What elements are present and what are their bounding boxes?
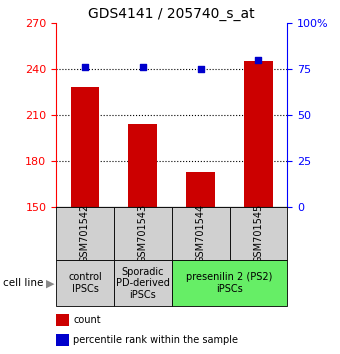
- Text: presenilin 2 (PS2)
iPSCs: presenilin 2 (PS2) iPSCs: [186, 272, 273, 294]
- Bar: [172, 207, 230, 260]
- Bar: [244, 61, 273, 207]
- Bar: [56, 207, 114, 260]
- Bar: [172, 260, 287, 306]
- Text: GSM701545: GSM701545: [253, 204, 264, 263]
- Bar: [56, 260, 114, 306]
- Point: [198, 66, 203, 72]
- Bar: [114, 260, 172, 306]
- Text: GSM701542: GSM701542: [80, 204, 90, 263]
- Text: control
IPSCs: control IPSCs: [68, 272, 102, 294]
- Point: [82, 64, 88, 70]
- Title: GDS4141 / 205740_s_at: GDS4141 / 205740_s_at: [88, 7, 255, 21]
- Text: GSM701543: GSM701543: [138, 204, 148, 263]
- Text: percentile rank within the sample: percentile rank within the sample: [73, 335, 238, 345]
- Text: GSM701544: GSM701544: [195, 204, 206, 263]
- Bar: [186, 172, 215, 207]
- Text: ▶: ▶: [46, 278, 54, 288]
- Text: cell line: cell line: [3, 278, 44, 288]
- Text: Sporadic
PD-derived
iPSCs: Sporadic PD-derived iPSCs: [116, 267, 170, 300]
- Bar: [230, 207, 287, 260]
- Text: count: count: [73, 315, 101, 325]
- Point: [140, 64, 146, 70]
- Bar: [129, 124, 157, 207]
- Bar: [56, 334, 69, 346]
- Bar: [71, 87, 99, 207]
- Bar: [114, 207, 172, 260]
- Point: [256, 57, 261, 63]
- Bar: [56, 314, 69, 326]
